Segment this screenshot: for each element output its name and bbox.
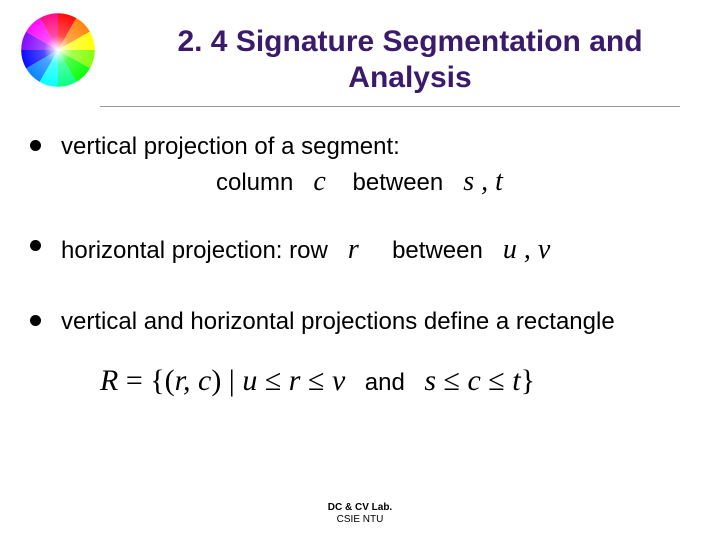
f-rc: r, c	[175, 364, 212, 397]
slide-content: vertical projection of a segment: column…	[30, 130, 690, 398]
b1-between: between	[353, 169, 444, 196]
f-le3: ≤	[436, 364, 467, 397]
bullet-dot-icon	[30, 240, 41, 251]
f-r: r	[289, 364, 301, 397]
f-t: t	[512, 364, 520, 397]
f-R: R	[100, 364, 118, 397]
f-le1: ≤	[257, 364, 288, 397]
formula: R = {(r, c) | u ≤ r ≤ v and s ≤ c ≤ t}	[30, 364, 690, 398]
f-s: s	[424, 364, 436, 397]
color-wheel-logo	[18, 10, 98, 90]
f-le4: ≤	[481, 364, 512, 397]
b2-uv: u , v	[503, 234, 550, 265]
bullet-1: vertical projection of a segment:	[30, 130, 690, 164]
f-open: {(	[150, 364, 174, 397]
b1-st: s , t	[463, 166, 503, 197]
bullet-2: horizontal projection: row r between u ,…	[30, 230, 690, 269]
b2-text: horizontal projection: row	[61, 237, 328, 264]
f-eq: =	[118, 364, 150, 397]
bullet-1-line2: column c between s , t	[30, 166, 690, 198]
bullet-2-text: horizontal projection: row r between u ,…	[61, 230, 690, 269]
f-c: c	[467, 364, 480, 397]
b1-line1: vertical projection of a segment:	[61, 133, 400, 160]
bullet-3-text: vertical and horizontal projections defi…	[61, 305, 690, 339]
f-le2: ≤	[300, 364, 331, 397]
bullet-3: vertical and horizontal projections defi…	[30, 305, 690, 339]
slide-title: 2. 4 Signature Segmentation and Analysis	[130, 24, 690, 96]
bullet-dot-icon	[30, 140, 41, 151]
footer-dept: CSIE NTU	[0, 514, 720, 526]
f-u: u	[242, 364, 257, 397]
slide-footer: DC & CV Lab. CSIE NTU	[0, 502, 720, 526]
f-close: }	[521, 364, 535, 397]
footer-lab: DC & CV Lab.	[0, 502, 720, 514]
f-and: and	[365, 369, 405, 396]
f-v: v	[332, 364, 345, 397]
bullet-dot-icon	[30, 315, 41, 326]
b2-r: r	[348, 234, 359, 265]
b1-c: c	[313, 166, 325, 197]
f-mid: ) |	[211, 364, 242, 397]
b1-column: column	[216, 169, 293, 196]
bullet-1-text: vertical projection of a segment:	[61, 130, 690, 164]
b2-between: between	[392, 237, 483, 264]
title-underline	[100, 106, 680, 107]
